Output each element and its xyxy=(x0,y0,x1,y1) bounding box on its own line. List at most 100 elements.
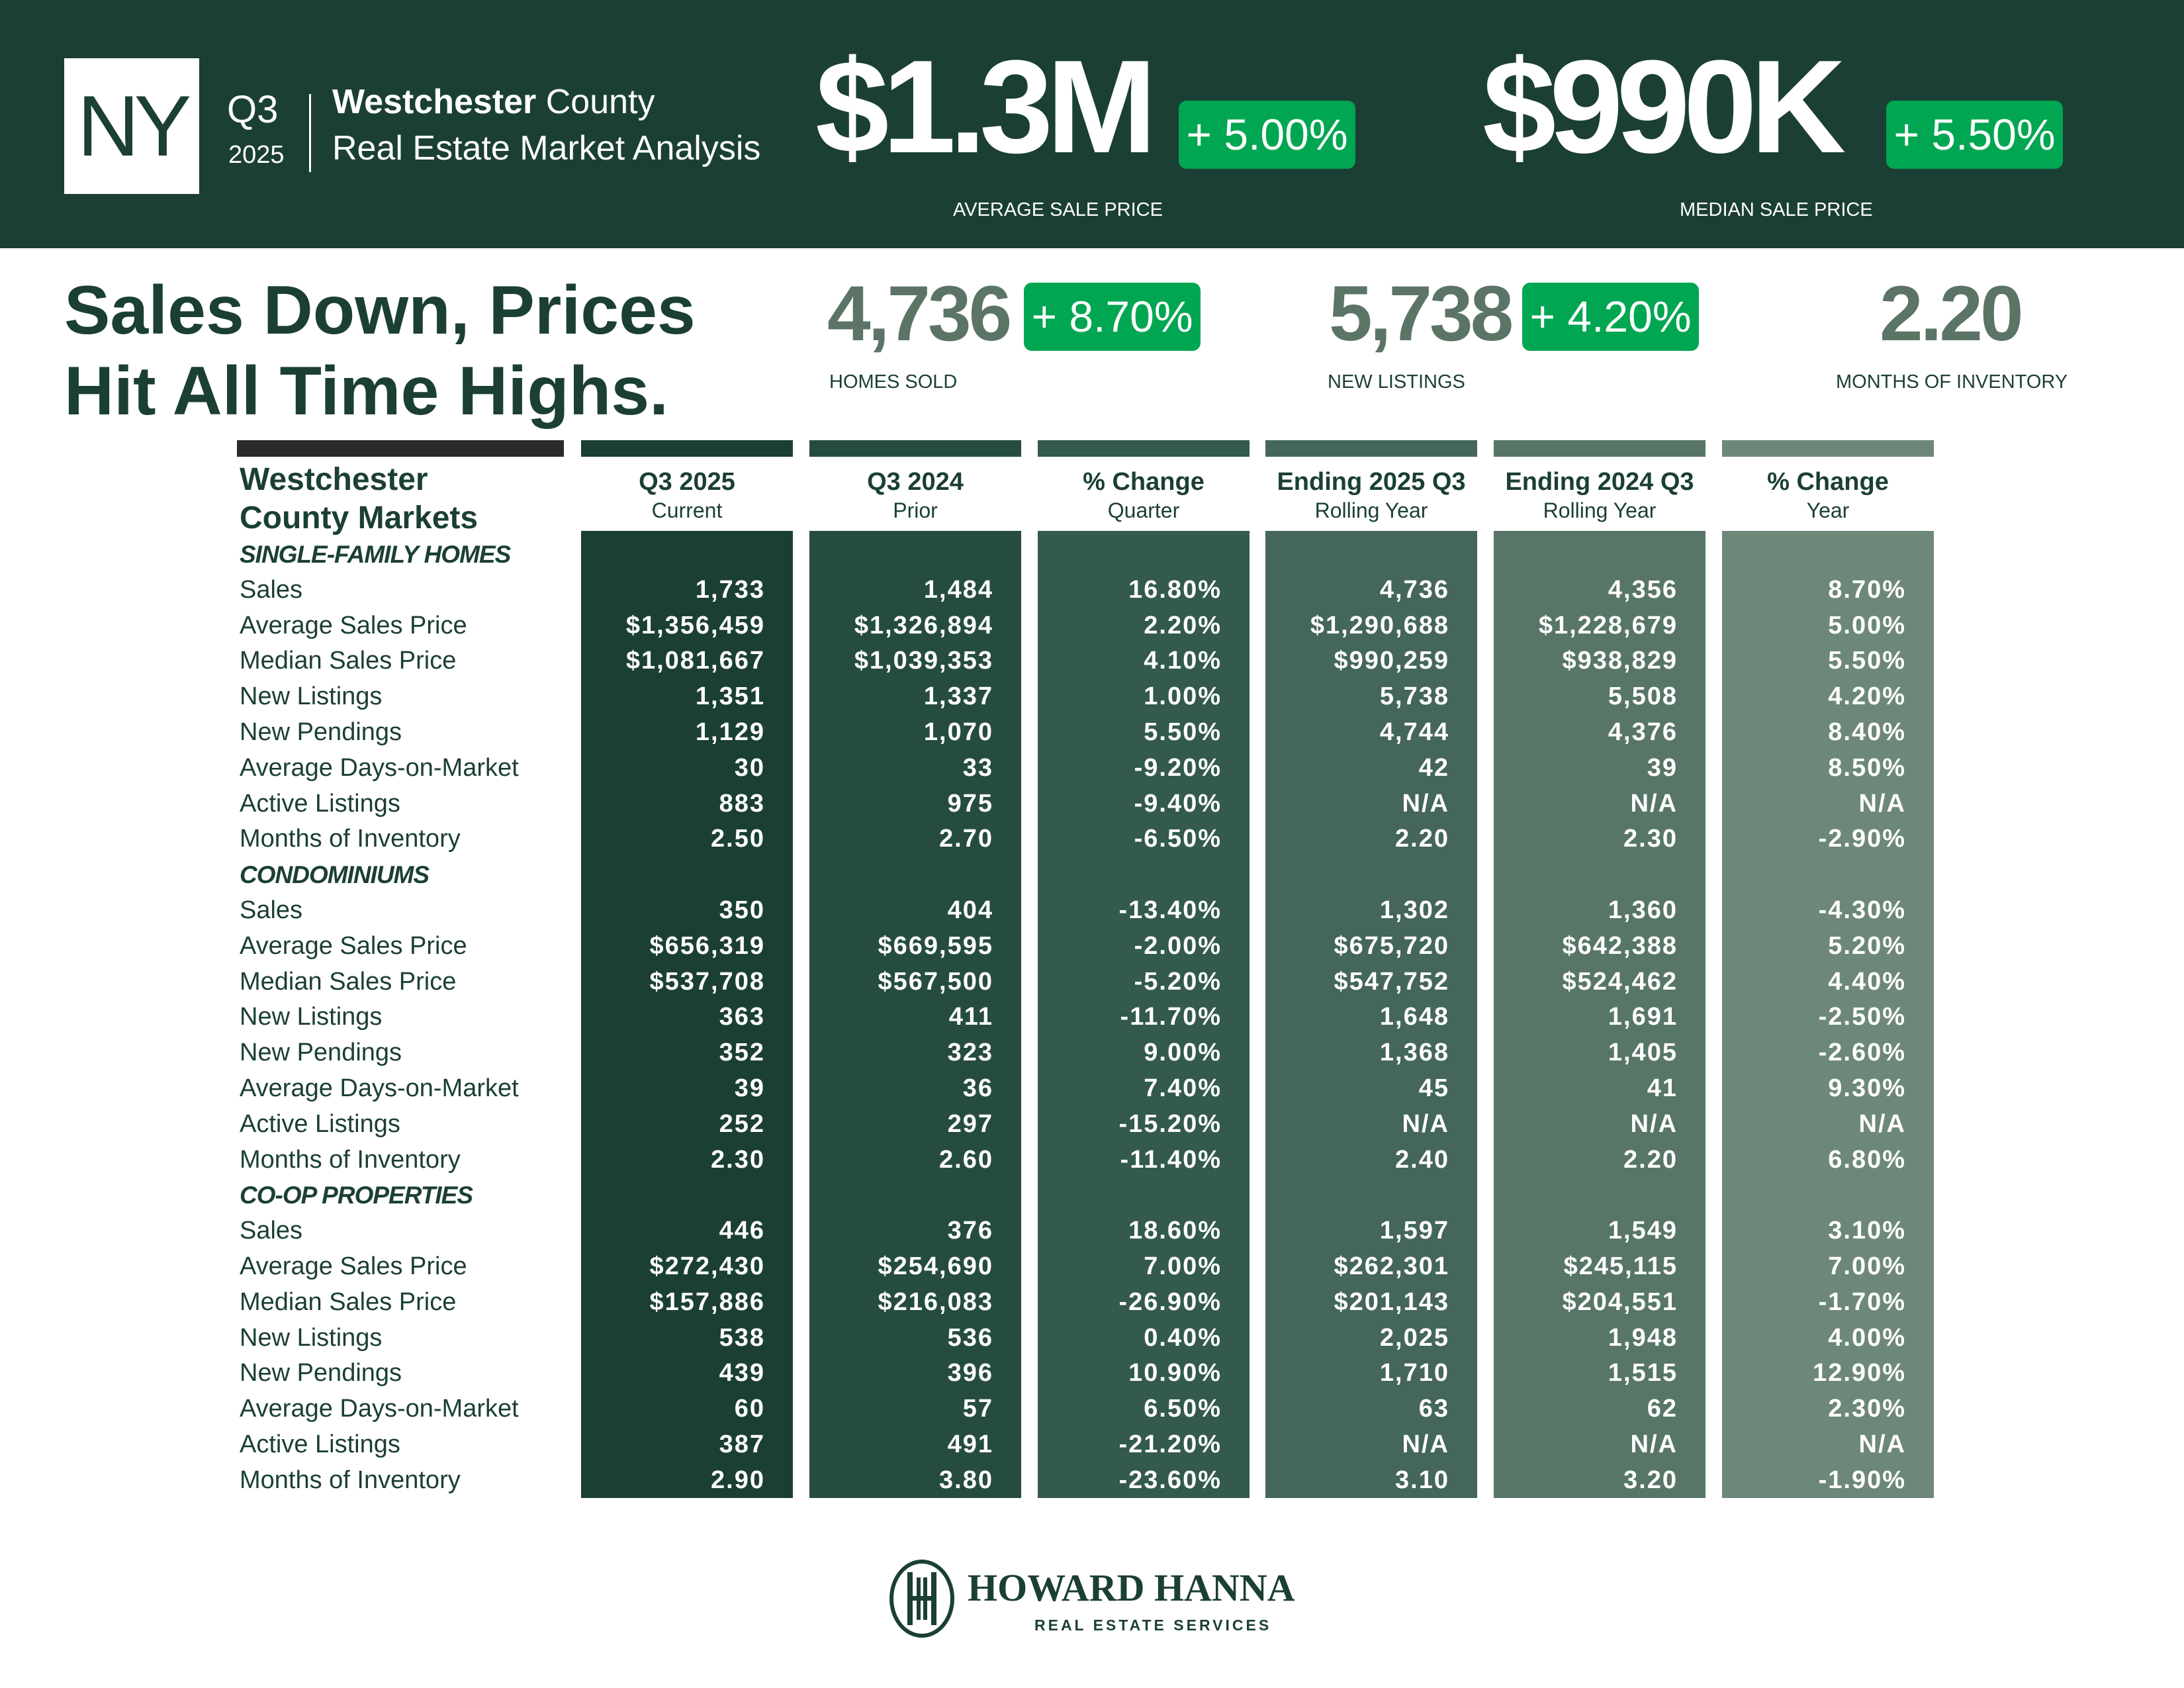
column-title: % Change xyxy=(1083,468,1205,496)
table-cell: -2.50% xyxy=(1818,1003,1906,1031)
table-cell: -2.00% xyxy=(1134,931,1222,960)
table-cell: 2.20 xyxy=(1623,1145,1678,1174)
table-cell: 5.20% xyxy=(1828,931,1906,960)
table-cell: 2.30% xyxy=(1828,1395,1906,1423)
row-label: Active Listings xyxy=(240,1430,400,1458)
column-subtitle: Rolling Year xyxy=(1314,498,1428,522)
homes-sold-value: 4,736 xyxy=(827,270,1012,357)
table-cell: 36 xyxy=(962,1074,993,1102)
table-cell: $547,752 xyxy=(1334,967,1449,996)
table-cell: 2.90 xyxy=(711,1466,765,1494)
county-suffix: County xyxy=(536,83,655,121)
table-cell: 297 xyxy=(947,1109,993,1138)
brand-name: HOWARD HANNA xyxy=(968,1566,1295,1609)
table-title-line-1: Westchester xyxy=(240,462,428,497)
quarter-label: Q3 xyxy=(227,88,279,131)
section-title: CO-OP PROPERTIES xyxy=(240,1182,473,1209)
column-title: Q3 2024 xyxy=(867,468,964,496)
table-row: Average Sales Price $1,356,459 $1,326,894 2… xyxy=(0,608,2184,644)
column-top-bar xyxy=(1722,440,1934,457)
table-cell: 1,070 xyxy=(923,718,993,746)
row-label: New Pendings xyxy=(240,1359,402,1387)
table-cell: 1,302 xyxy=(1379,896,1449,924)
table-cell: $669,595 xyxy=(878,931,993,960)
column-header: Q3 2024 Prior xyxy=(809,467,1021,524)
table-cell: 45 xyxy=(1418,1074,1449,1102)
table-cell: 1,360 xyxy=(1608,896,1678,924)
table-cell: 63 xyxy=(1418,1395,1449,1423)
table-cell: N/A xyxy=(1630,1430,1678,1458)
table-cell: $201,143 xyxy=(1334,1288,1449,1316)
table-cell: $1,039,353 xyxy=(854,647,993,675)
column-background xyxy=(1494,531,1706,1498)
table-cell: 1,351 xyxy=(695,682,765,711)
table-cell: $216,083 xyxy=(878,1288,993,1316)
row-label: New Listings xyxy=(240,1323,383,1352)
brand-tagline: REAL ESTATE SERVICES xyxy=(1034,1617,1272,1634)
row-label: Average Sales Price xyxy=(240,931,467,960)
column-background xyxy=(809,531,1021,1498)
table-row: Months of Inventory 2.90 3.80 -23.60% 3.10 3.… xyxy=(0,1463,2184,1499)
row-label: New Listings xyxy=(240,1003,383,1031)
section-title: SINGLE-FAMILY HOMES xyxy=(240,541,511,568)
column-title: Ending 2025 Q3 xyxy=(1277,468,1466,496)
county-title: Westchester County xyxy=(332,82,655,122)
table-cell: $1,081,667 xyxy=(625,647,765,675)
average-price-change-badge: + 5.00% xyxy=(1179,101,1355,169)
table-cell: 8.40% xyxy=(1828,718,1906,746)
table-cell: 376 xyxy=(947,1217,993,1245)
table-cell: 1,129 xyxy=(695,718,765,746)
table-cell: $642,388 xyxy=(1562,931,1678,960)
median-sale-price-label: MEDIAN SALE PRICE xyxy=(1680,199,1873,220)
row-label: Average Days-on-Market xyxy=(240,753,519,782)
table-cell: -15.20% xyxy=(1118,1109,1222,1138)
column-header: % Change Quarter xyxy=(1038,467,1250,524)
table-cell: $938,829 xyxy=(1562,647,1678,675)
table-row: Sales 1,733 1,484 16.80% 4,736 4,356 8.70% xyxy=(0,573,2184,608)
table-row: New Pendings 352 323 9.00% 1,368 1,405 -2.60% xyxy=(0,1035,2184,1071)
row-label: Median Sales Price xyxy=(240,1288,457,1316)
table-cell: $675,720 xyxy=(1334,931,1449,960)
table-cell: -23.60% xyxy=(1118,1466,1222,1494)
table-cell: 10.90% xyxy=(1128,1359,1222,1387)
table-cell: 4,356 xyxy=(1608,575,1678,604)
table-cell: 33 xyxy=(962,753,993,782)
table-cell: 42 xyxy=(1418,753,1449,782)
row-label: Average Sales Price xyxy=(240,611,467,639)
column-title: Ending 2024 Q3 xyxy=(1505,468,1694,496)
table-cell: $1,356,459 xyxy=(625,611,765,639)
column-subtitle: Year xyxy=(1806,498,1850,522)
new-listings-change-badge: + 4.20% xyxy=(1522,283,1699,351)
table-title: Westchester County Markets xyxy=(240,461,478,538)
column-subtitle: Current xyxy=(651,498,723,522)
table-cell: 404 xyxy=(947,896,993,924)
table-cell: N/A xyxy=(1858,1430,1906,1458)
table-cell: 1,515 xyxy=(1608,1359,1678,1387)
row-label: Median Sales Price xyxy=(240,647,457,675)
table-cell: 1,337 xyxy=(923,682,993,711)
table-row: Median Sales Price $1,081,667 $1,039,353 4.… xyxy=(0,643,2184,679)
table-cell: 2.70 xyxy=(939,825,993,853)
table-row: Average Days-on-Market 60 57 6.50% 63 62 2.30% xyxy=(0,1391,2184,1427)
table-cell: 883 xyxy=(719,789,765,818)
table-cell: 1,648 xyxy=(1379,1003,1449,1031)
table-cell: 411 xyxy=(948,1003,993,1031)
table-cell: -1.90% xyxy=(1818,1466,1906,1494)
section-header: CONDOMINIUMS xyxy=(0,857,2184,893)
table-cell: 4,376 xyxy=(1608,718,1678,746)
header-divider xyxy=(309,94,311,172)
table-cell: -11.70% xyxy=(1120,1003,1222,1031)
table-cell: 2.50 xyxy=(711,825,765,853)
table-cell: 1,948 xyxy=(1608,1323,1678,1352)
table-cell: 16.80% xyxy=(1128,575,1222,604)
headline: Sales Down, Prices Hit All Time Highs. xyxy=(64,270,696,432)
column-header: Q3 2025 Current xyxy=(581,467,793,524)
column-top-bar xyxy=(809,440,1021,457)
table-cell: 9.00% xyxy=(1144,1039,1222,1067)
table-row: Average Days-on-Market 39 36 7.40% 45 41 9.30% xyxy=(0,1071,2184,1107)
row-label: Sales xyxy=(240,1217,303,1245)
table-cell: $272,430 xyxy=(649,1252,765,1280)
table-cell: 3.20 xyxy=(1623,1466,1678,1494)
table-cell: -4.30% xyxy=(1818,896,1906,924)
table-cell: -2.60% xyxy=(1818,1039,1906,1067)
